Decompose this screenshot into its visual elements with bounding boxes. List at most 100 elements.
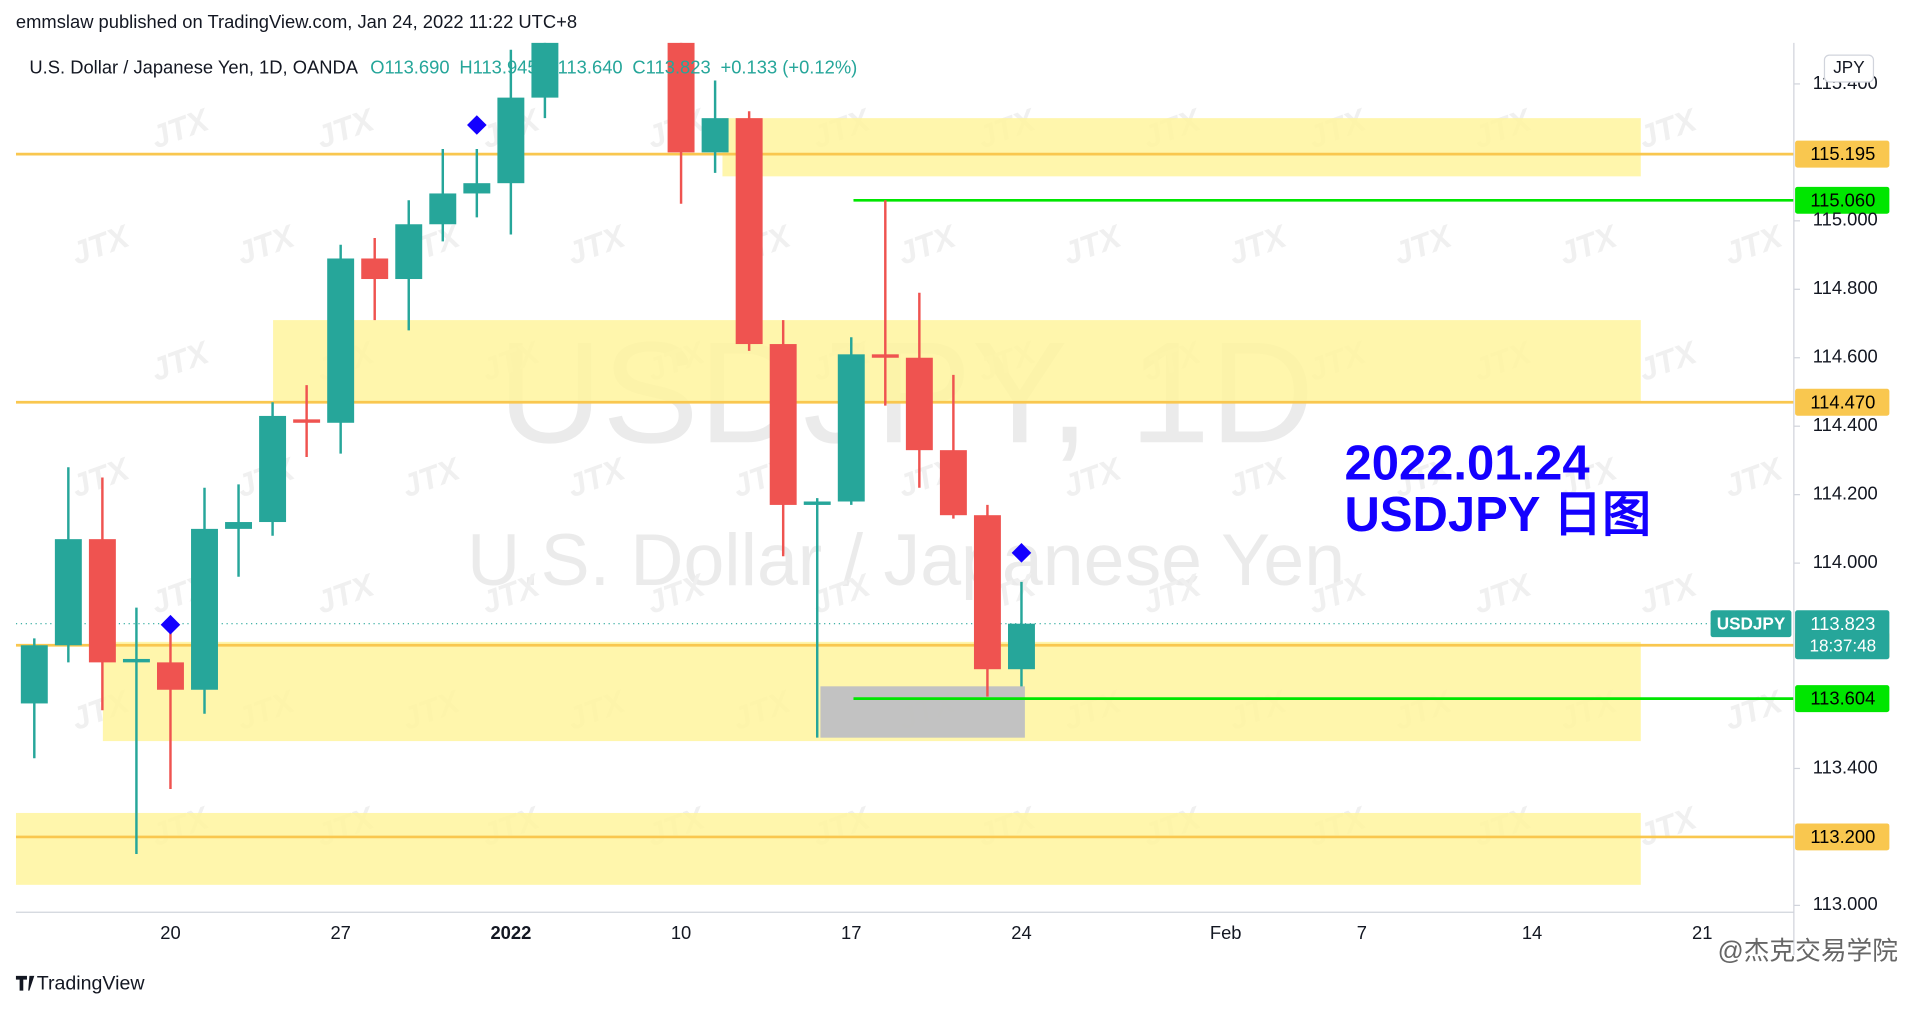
- logo-watermark: JTX: [311, 566, 380, 620]
- x-tick-label: 14: [1522, 922, 1542, 943]
- logo-watermark: JTX: [1554, 217, 1623, 271]
- candle-body: [293, 419, 321, 423]
- ohlc-open: O113.690: [370, 56, 449, 77]
- candle-body: [88, 539, 116, 663]
- candle-body: [429, 193, 457, 225]
- logo-watermark: JTX: [1389, 915, 1458, 969]
- y-tick-label: 114.000: [1813, 551, 1878, 572]
- last-price-label: 113.823: [1810, 613, 1875, 634]
- candle-body: [905, 357, 933, 451]
- logo-watermark: JTX: [1885, 450, 1920, 504]
- level-label: 113.200: [1810, 826, 1875, 847]
- y-tick-label: 114.200: [1813, 482, 1878, 503]
- ohlc-high: H113.945: [459, 56, 537, 77]
- symbol-tag: [1710, 610, 1792, 638]
- brand: TradingView: [37, 973, 146, 995]
- logo-watermark: JTX: [66, 915, 135, 969]
- candle-body: [701, 118, 729, 153]
- logo-watermark: JTX: [562, 217, 631, 271]
- logo-watermark: JTX: [232, 217, 301, 271]
- x-tick-label: 2022: [490, 922, 531, 943]
- logo-watermark: JTX: [1554, 915, 1623, 969]
- logo-watermark: JTX: [562, 915, 631, 969]
- logo-watermark: JTX: [1885, 217, 1920, 271]
- logo-watermark: JTX: [1634, 799, 1703, 853]
- logo-watermark: JTX: [1058, 915, 1127, 969]
- x-tick-label: 17: [841, 922, 861, 943]
- x-tick-label: 24: [1011, 922, 1031, 943]
- signal-marker: [160, 614, 181, 635]
- candle-body: [497, 97, 525, 184]
- logo-watermark: JTX: [1224, 217, 1293, 271]
- zone: [15, 812, 1641, 885]
- logo-watermark: JTX: [1634, 101, 1703, 155]
- logo-watermark: JTX: [1719, 450, 1788, 504]
- candle-body: [259, 415, 287, 523]
- candle-body: [973, 515, 1001, 670]
- candle-body: [361, 258, 389, 280]
- logo-watermark: JTX: [1885, 683, 1920, 737]
- source-watermark: @杰克交易学院: [1718, 936, 1898, 965]
- logo-watermark: JTX: [397, 450, 466, 504]
- logo-watermark: JTX: [1389, 0, 1458, 39]
- candle-body: [327, 258, 355, 423]
- logo-watermark: JTX: [893, 217, 962, 271]
- zone: [273, 320, 1641, 403]
- candle-body: [871, 354, 899, 358]
- annotation: USDJPY 日图: [1344, 488, 1651, 542]
- brand-logo: [15, 975, 35, 991]
- candle-body: [1007, 623, 1035, 670]
- logo-watermark: JTX: [66, 450, 135, 504]
- level-label: 114.470: [1810, 391, 1875, 412]
- logo-watermark: JTX: [232, 915, 301, 969]
- x-tick-label: 7: [1357, 922, 1367, 943]
- candle-body: [837, 354, 865, 502]
- countdown: 18:37:48: [1810, 635, 1877, 655]
- logo-watermark: JTX: [146, 334, 215, 388]
- currency-box: [1823, 54, 1875, 83]
- candle-body: [20, 645, 48, 704]
- candle-body: [769, 344, 797, 505]
- ohlc-low: L113.640: [547, 56, 622, 77]
- level-tag: [1795, 823, 1890, 851]
- logo-watermark: JTX: [1719, 683, 1788, 737]
- zone: [722, 118, 1641, 177]
- candle-body: [122, 658, 150, 663]
- candle-body: [54, 539, 82, 646]
- symbol-title: U.S. Dollar / Japanese Yen, 1D, OANDA: [29, 56, 358, 77]
- candle-body: [939, 450, 967, 516]
- currency: JPY: [1833, 57, 1865, 77]
- logo-watermark: JTX: [1885, 0, 1920, 39]
- y-tick-label: 114.800: [1813, 277, 1878, 298]
- x-tick-label: 10: [671, 922, 691, 943]
- candle-body: [225, 522, 253, 529]
- y-tick-label: 114.400: [1813, 414, 1878, 435]
- annotation: 2022.01.24: [1344, 436, 1589, 490]
- candle-body: [735, 118, 763, 345]
- y-tick-label: 113.000: [1813, 893, 1878, 914]
- level-tag: [1795, 186, 1890, 214]
- level-label: 115.060: [1810, 189, 1875, 210]
- candle-body: [667, 42, 695, 153]
- x-tick-label: Feb: [1210, 922, 1242, 943]
- logo-watermark: JTX: [1468, 566, 1537, 620]
- y-tick-label: 114.600: [1813, 346, 1878, 367]
- candle-body: [531, 42, 559, 98]
- last-price-tag: [1795, 610, 1890, 660]
- candle-body: [803, 501, 831, 505]
- logo-watermark: JTX: [893, 0, 962, 39]
- level-tag: [1795, 140, 1890, 168]
- candle-body: [463, 183, 491, 194]
- level-label: 113.604: [1810, 688, 1875, 709]
- level-label: 115.195: [1810, 143, 1875, 164]
- published: emmslaw published on TradingView.com, Ja…: [16, 11, 577, 32]
- x-tick-label: 20: [160, 922, 180, 943]
- logo-watermark: JTX: [728, 0, 797, 39]
- logo-watermark: JTX: [1224, 0, 1293, 39]
- logo-watermark: JTX: [728, 915, 797, 969]
- logo-watermark: JTX: [1634, 334, 1703, 388]
- logo-watermark: JTX: [1719, 0, 1788, 39]
- x-tick-label: 27: [330, 922, 350, 943]
- logo-watermark: JTX: [66, 217, 135, 271]
